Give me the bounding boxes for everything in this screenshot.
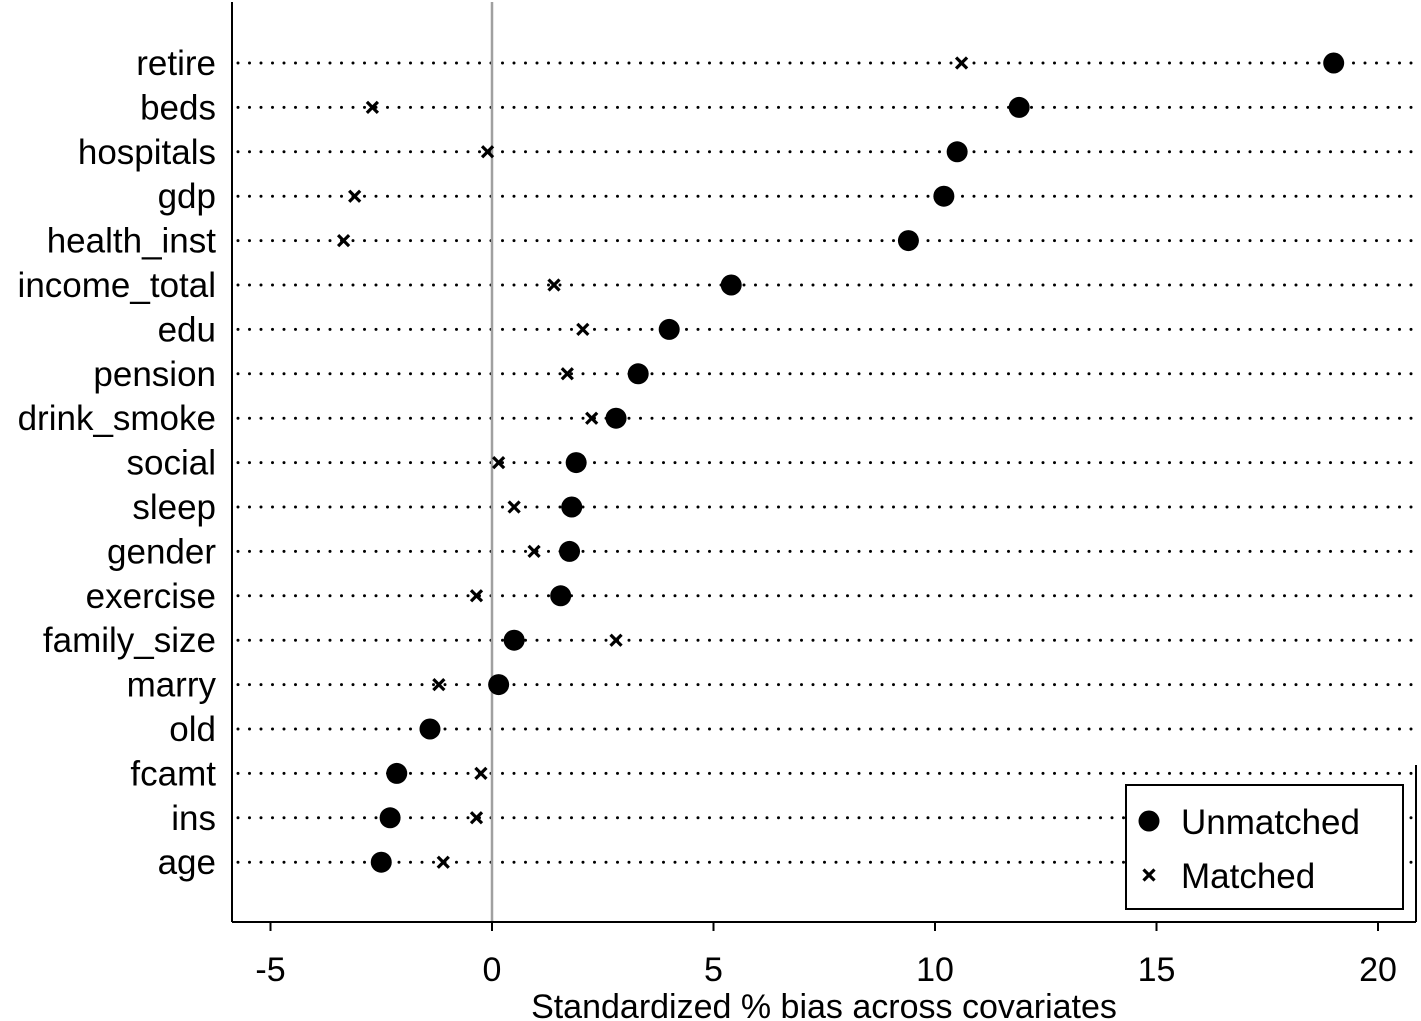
category-label-retire: retire xyxy=(136,44,216,83)
unmatched-point-sleep xyxy=(561,496,583,518)
unmatched-point-retire xyxy=(1323,52,1345,74)
unmatched-point-age xyxy=(370,851,392,873)
category-label-income_total: income_total xyxy=(18,266,216,305)
unmatched-point-income_total xyxy=(720,274,742,296)
category-labels: retire beds hospitals gdp health_inst income_… xyxy=(18,44,217,882)
matched-point-ins xyxy=(469,811,484,825)
matched-point-social xyxy=(492,455,506,470)
unmatched-point-edu xyxy=(658,318,680,340)
category-label-fcamt: fcamt xyxy=(130,754,216,793)
category-label-beds: beds xyxy=(140,88,216,127)
unmatched-series xyxy=(370,52,1345,873)
unmatched-point-hospitals xyxy=(946,141,968,163)
unmatched-point-gender xyxy=(559,540,581,562)
legend: Unmatched Matched xyxy=(1125,784,1404,910)
matched-point-drink_smoke xyxy=(585,411,599,425)
unmatched-point-old xyxy=(419,718,441,740)
category-label-drink_smoke: drink_smoke xyxy=(18,399,216,438)
category-label-health_inst: health_inst xyxy=(47,222,217,261)
legend-unmatched-marker xyxy=(1138,810,1160,832)
legend-matched-label: Matched xyxy=(1181,857,1315,896)
unmatched-point-drink_smoke xyxy=(605,407,627,429)
legend-box xyxy=(1125,784,1404,910)
x-tick-label-20: 20 xyxy=(1359,951,1397,989)
matched-point-pension xyxy=(560,367,574,381)
matched-point-edu xyxy=(576,322,590,337)
axes xyxy=(231,2,1417,923)
category-label-sleep: sleep xyxy=(132,488,216,527)
matched-point-gdp xyxy=(348,189,362,203)
x-tick-label-5: 5 xyxy=(704,951,723,989)
matched-point-exercise xyxy=(469,589,484,603)
category-label-pension: pension xyxy=(93,355,216,394)
row-dotted-lines xyxy=(236,61,1418,864)
x-tick-label--5: -5 xyxy=(255,951,285,989)
matched-point-hospitals xyxy=(480,145,495,159)
category-label-hospitals: hospitals xyxy=(78,133,216,172)
unmatched-point-ins xyxy=(379,807,401,829)
matched-series xyxy=(336,56,969,869)
matched-point-gender xyxy=(527,544,541,559)
unmatched-point-gdp xyxy=(933,185,955,207)
unmatched-point-social xyxy=(565,452,587,474)
matched-point-health_inst xyxy=(336,233,351,248)
matched-point-income_total xyxy=(547,278,561,292)
category-label-exercise: exercise xyxy=(86,577,216,616)
unmatched-point-health_inst xyxy=(897,230,919,252)
legend-unmatched-label: Unmatched xyxy=(1181,803,1360,842)
matched-point-fcamt xyxy=(474,766,488,781)
unmatched-point-marry xyxy=(488,674,510,696)
legend-matched-marker xyxy=(1142,868,1156,882)
category-label-edu: edu xyxy=(158,310,216,349)
x-axis-title: Standardized % bias across covariates xyxy=(531,988,1117,1021)
matched-point-age xyxy=(436,855,450,869)
category-label-marry: marry xyxy=(127,666,217,705)
legend-matched-x xyxy=(1142,868,1156,882)
unmatched-point-pension xyxy=(627,363,649,385)
x-tick-label-15: 15 xyxy=(1138,951,1176,989)
x-tick-label-0: 0 xyxy=(483,951,502,989)
unmatched-point-fcamt xyxy=(386,762,408,784)
category-label-old: old xyxy=(169,710,216,749)
x-tick-label-10: 10 xyxy=(916,951,954,989)
category-label-gender: gender xyxy=(107,532,216,571)
category-label-ins: ins xyxy=(171,799,216,838)
matched-point-sleep xyxy=(507,500,521,514)
category-label-family_size: family_size xyxy=(43,621,216,660)
category-label-social: social xyxy=(127,444,216,483)
unmatched-point-beds xyxy=(1008,96,1030,118)
unmatched-point-exercise xyxy=(550,585,572,607)
category-label-gdp: gdp xyxy=(158,177,216,216)
unmatched-point-family_size xyxy=(503,629,525,651)
matched-point-family_size xyxy=(609,633,623,647)
category-label-age: age xyxy=(158,843,216,882)
matched-point-beds xyxy=(365,100,380,115)
matched-point-marry xyxy=(432,677,446,692)
x-ticks: -5 0 5 10 15 20 xyxy=(255,922,1397,989)
matched-point-retire xyxy=(954,56,969,70)
